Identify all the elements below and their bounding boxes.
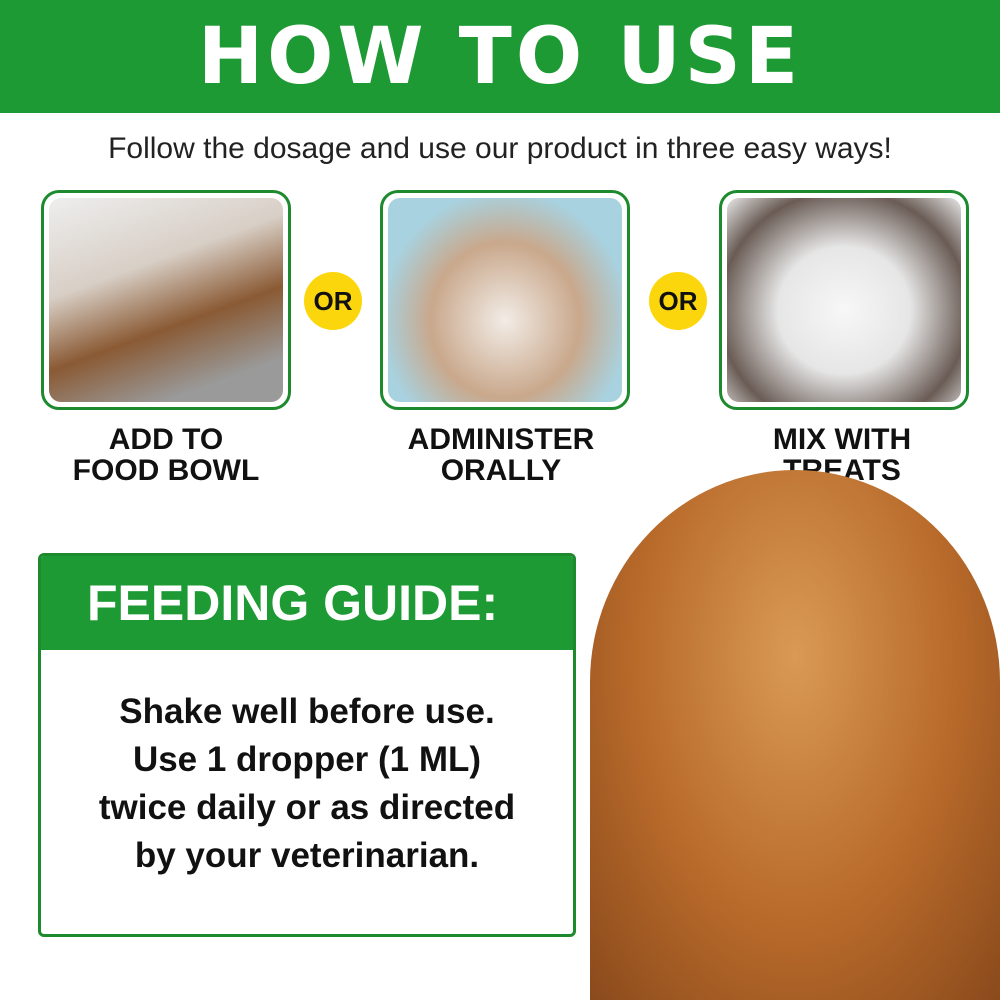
cat-photo: [590, 470, 1000, 1000]
photo-food-bowl: [41, 190, 291, 410]
photo-treats: [719, 190, 969, 410]
method-label: ADMINISTER ORALLY: [407, 423, 595, 487]
feeding-guide-title: FEEDING GUIDE:: [41, 556, 573, 650]
method-label: MIX WITH TREATS: [772, 423, 912, 487]
page-title: HOW TO USE: [197, 11, 803, 102]
method-label: ADD TO FOOD BOWL: [72, 423, 260, 487]
or-badge: OR: [304, 272, 362, 330]
or-badge: OR: [649, 272, 707, 330]
photo-oral: [380, 190, 630, 410]
header-banner: HOW TO USE: [0, 0, 1000, 113]
feeding-guide-text: Shake well before use. Use 1 dropper (1 …: [98, 692, 516, 875]
subtitle: Follow the dosage and use our product in…: [108, 132, 892, 165]
feeding-guide-panel: FEEDING GUIDE: Shake well before use. Us…: [38, 553, 576, 937]
